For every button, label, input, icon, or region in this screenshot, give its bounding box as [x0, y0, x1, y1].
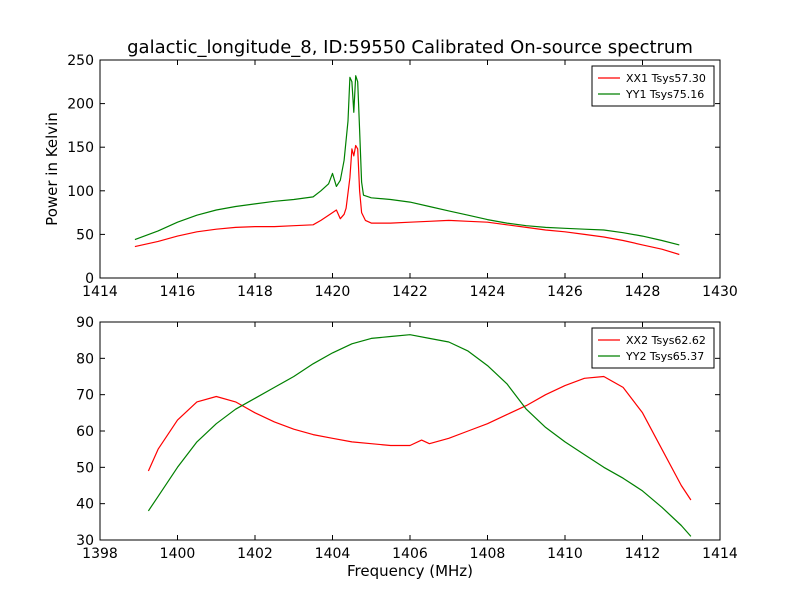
chart-2-y-tick-label: 70 [76, 388, 94, 404]
chart-1-x-tick-label: 1426 [547, 284, 583, 300]
chart-1-legend-label-2: YY1 Tsys75.16 [625, 88, 704, 101]
chart-2-x-tick-label: 1398 [82, 546, 118, 562]
chart-2-y-tick-label: 40 [76, 497, 94, 513]
chart-1-y-tick-label: 100 [67, 184, 94, 200]
chart-2-y-tick-label: 50 [76, 460, 94, 476]
chart-2-x-tick-label: 1400 [160, 546, 196, 562]
chart-1-series-line-1 [134, 144, 680, 256]
figure-title: galactic_longitude_8, ID:59550 Calibrate… [127, 37, 693, 58]
chart-2-legend-label-2: YY2 Tsys65.37 [625, 350, 704, 363]
chart-2-y-tick-label: 60 [76, 424, 94, 440]
chart-1-y-tick-label: 250 [67, 53, 94, 69]
chart-1-y-tick-label: 0 [85, 271, 94, 287]
chart-2-x-axis-label: Frequency (MHz) [347, 562, 473, 580]
bottom-plot: 1398 1400 1402 1404 1406 1408 1410 1412 1414 30 40… [76, 315, 738, 580]
chart-1-x-tick-label: 1422 [392, 284, 428, 300]
chart-1-y-axis-label: Power in Kelvin [43, 112, 61, 226]
top-plot: 1414 1416 1418 1420 1422 1424 1426 1428 1430 0 50 1… [43, 53, 738, 300]
chart-2-x-tick-label: 1404 [315, 546, 351, 562]
chart-2-x-tick-label: 1414 [702, 546, 738, 562]
chart-2-x-tick-label: 1406 [392, 546, 428, 562]
chart-1-x-tick-label: 1414 [82, 284, 118, 300]
chart-2-legend [591, 327, 715, 369]
chart-2-series-line-1 [147, 375, 692, 501]
chart-1-y-tick-label: 150 [67, 140, 94, 156]
chart-1-x-tick-label: 1418 [237, 284, 273, 300]
chart-2-legend-label-1: XX2 Tsys62.62 [626, 334, 706, 347]
chart-1-x-tick-label: 1430 [702, 284, 738, 300]
chart-2-x-tick-label: 1412 [625, 546, 661, 562]
chart-1-x-tick-label: 1424 [470, 284, 506, 300]
chart-1-x-tick-label: 1420 [315, 284, 351, 300]
chart-2-y-tick-label: 80 [76, 351, 94, 367]
chart-1-x-tick-label: 1428 [625, 284, 661, 300]
chart-2-series-line-2 [147, 334, 692, 537]
chart-1-y-tick-label: 200 [67, 97, 94, 113]
chart-2-x-tick-label: 1408 [470, 546, 506, 562]
chart-1-legend [591, 65, 715, 107]
chart-2-y-tick-label: 30 [76, 533, 94, 549]
chart-1-x-tick-label: 1416 [160, 284, 196, 300]
chart-1-series-line-2 [134, 75, 680, 246]
chart-2-x-tick-label: 1402 [237, 546, 273, 562]
chart-2-x-tick-label: 1410 [547, 546, 583, 562]
chart-1-legend-label-1: XX1 Tsys57.30 [626, 72, 706, 85]
chart-1-y-tick-label: 50 [76, 227, 94, 243]
chart-2-y-tick-label: 90 [76, 315, 94, 331]
